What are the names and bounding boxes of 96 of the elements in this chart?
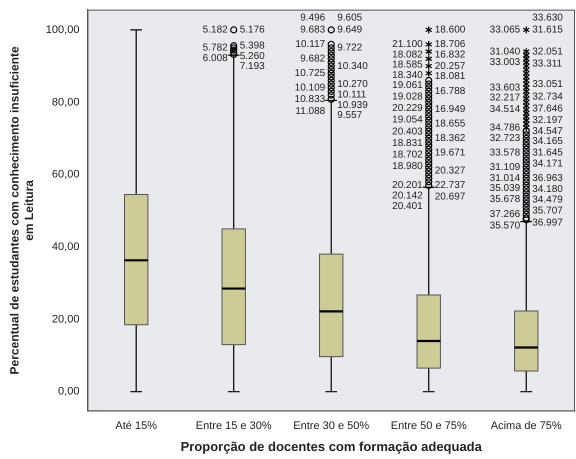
annotation: 9.682 <box>300 54 326 65</box>
annotation: 5.260 <box>240 50 266 62</box>
annotation: 20.403 <box>392 126 424 138</box>
annotation: 20.229 <box>392 102 424 114</box>
annotation: 35.678 <box>490 194 521 206</box>
annotation: 21.100 <box>392 39 424 50</box>
annotation: 9.605 <box>337 12 363 24</box>
annotation: 18.702 <box>392 149 424 160</box>
annotation: 33.630 <box>532 12 564 24</box>
annotation: 19.054 <box>392 114 424 126</box>
annotation: 33.311 <box>532 58 563 70</box>
annotation: 16.832 <box>434 49 466 60</box>
annotation: 34.786 <box>490 122 521 134</box>
annotation: 10.939 <box>337 100 368 112</box>
annotation: 36.963 <box>532 172 564 184</box>
annotation: 9.722 <box>337 42 363 54</box>
y-tick-label: 20,00 <box>52 313 80 326</box>
annotation: 10.117 <box>295 39 326 50</box>
annotation: 10.340 <box>337 60 368 72</box>
annotation: 31.615 <box>532 24 564 36</box>
annotation: 9.649 <box>337 24 363 36</box>
annotation: 18.706 <box>434 39 466 50</box>
annotation: 31.014 <box>490 172 521 184</box>
y-tick-label: 40,00 <box>52 240 80 253</box>
annotation: 7.193 <box>240 61 266 72</box>
x-tick-label: Acima de 75% <box>490 420 562 432</box>
x-tick-label: Entre 50 e 75% <box>390 420 467 432</box>
annotation: 10.270 <box>337 78 368 90</box>
annotation: 18.362 <box>434 133 466 144</box>
annotation: 18.655 <box>434 118 466 130</box>
y-tick-label: 60,00 <box>52 168 80 181</box>
annotation: 36.997 <box>532 218 564 229</box>
y-tick-label: 0,00 <box>58 386 80 398</box>
annotation: 10.833 <box>294 94 326 106</box>
annotation: 33.003 <box>490 57 521 68</box>
annotation: 10.111 <box>337 90 367 101</box>
annotation: 32.723 <box>490 133 521 144</box>
annotation: 35.570 <box>490 220 521 232</box>
annotation: 32.197 <box>532 115 564 126</box>
annotation: 34.180 <box>532 184 564 195</box>
annotation: 33.578 <box>490 148 521 159</box>
annotation: 37.266 <box>490 209 521 220</box>
annotation: 22.737 <box>434 180 466 192</box>
y-tick-label: 80,00 <box>52 96 80 108</box>
annotation: 33.603 <box>490 82 521 94</box>
y-tick-label: 100,00 <box>46 24 80 36</box>
annotation: 18.980 <box>392 160 424 172</box>
annotation: 31.040 <box>490 46 521 58</box>
annotation: 11.088 <box>295 106 326 118</box>
annotation: 35.039 <box>490 183 521 194</box>
annotation: 5.782 <box>202 42 228 54</box>
annotation: 19.671 <box>434 148 466 159</box>
y-axis-title: Percentual de estudantes com conhecimento insuficiente em Leitura <box>8 46 36 374</box>
annotation: 18.600 <box>434 24 466 36</box>
x-tick-label: Entre 30 e 50% <box>293 420 370 432</box>
annotation: 33.051 <box>532 78 564 90</box>
annotation: 20.697 <box>434 191 466 202</box>
annotation: 18.831 <box>392 138 424 149</box>
annotation: 5.176 <box>240 24 266 36</box>
annotation: 10.109 <box>294 82 326 94</box>
annotation: 20.257 <box>434 60 466 72</box>
annotation: 34.171 <box>532 158 564 170</box>
x-axis-title: Proporção de docentes com formação adequada <box>180 438 483 454</box>
annotation: 16.949 <box>434 104 466 116</box>
annotation: 18.340 <box>392 70 424 81</box>
annotation: 33.065 <box>490 24 521 36</box>
annotation: 9.496 <box>300 12 326 24</box>
annotation: 32.734 <box>532 92 564 102</box>
annotation: 9.683 <box>300 24 326 36</box>
annotation: 20.327 <box>434 166 466 177</box>
annotation: 18.082 <box>392 49 424 60</box>
annotation: 16.788 <box>434 86 466 98</box>
annotation: 34.165 <box>532 136 564 148</box>
x-tick-label: Entre 15 e 30% <box>196 420 272 432</box>
x-tick-label: Até 15% <box>115 420 158 432</box>
annotation: 6.008 <box>202 53 228 64</box>
annotation: 34.547 <box>532 126 564 137</box>
annotation: 18.081 <box>434 71 466 82</box>
annotation: 20.201 <box>392 180 424 192</box>
annotation: 5.182 <box>202 24 228 36</box>
annotation: 19.061 <box>392 80 424 92</box>
annotation: 34.514 <box>490 104 521 116</box>
annotation: 37.646 <box>532 104 564 115</box>
annotation: 35.707 <box>532 206 564 217</box>
annotation: 32.217 <box>490 92 521 104</box>
annotation: 19.028 <box>392 92 424 102</box>
annotation: 31.109 <box>490 162 521 174</box>
annotation: 31.645 <box>532 148 564 159</box>
annotation: 20.401 <box>392 201 424 212</box>
annotation: 20.142 <box>392 190 424 202</box>
annotation: 18.585 <box>392 60 424 71</box>
annotation: 10.725 <box>294 68 326 80</box>
annotation: 32.051 <box>532 46 564 58</box>
annotation: 5.398 <box>240 40 266 52</box>
annotation: 34.479 <box>532 194 564 206</box>
annotation: 9.557 <box>337 110 363 122</box>
